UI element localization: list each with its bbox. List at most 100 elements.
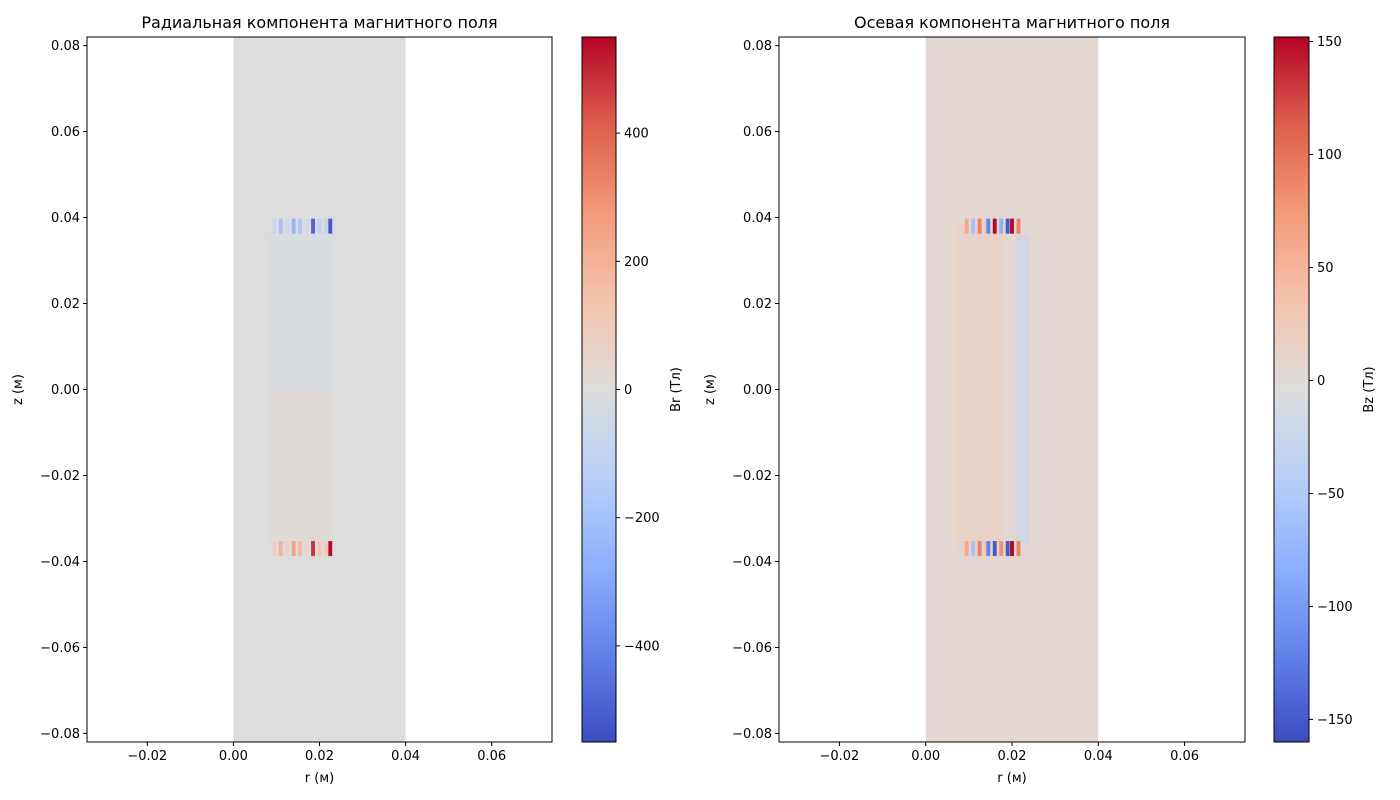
hotspot-cell — [999, 541, 1004, 557]
x-tick-label: −0.02 — [819, 749, 859, 764]
y-tick-label: 0.00 — [51, 383, 80, 398]
hotspot-cell — [278, 218, 283, 234]
hotspot-cell — [986, 541, 991, 557]
plot-area — [233, 37, 406, 742]
y-tick-label: −0.02 — [732, 469, 772, 484]
colorbar-tick-label: −400 — [624, 639, 660, 654]
colorbar-tick-label: −150 — [1317, 713, 1353, 728]
colorbar-tick-label: 100 — [1317, 148, 1342, 163]
y-tick-label: −0.04 — [732, 555, 772, 570]
colorbar-tick-label: −200 — [624, 511, 660, 526]
x-axis-label: r (м) — [997, 771, 1026, 786]
hotspot-cell — [971, 218, 976, 234]
y-tick-label: 0.08 — [743, 39, 772, 54]
hotspot-cell — [328, 541, 333, 557]
hotspot-cell — [304, 541, 309, 557]
x-tick-label: 0.02 — [998, 749, 1027, 764]
colorbar-tick-label: −50 — [1317, 487, 1344, 502]
y-tick-label: −0.08 — [732, 727, 772, 742]
colorbar-tick-label: 0 — [1317, 374, 1325, 389]
field-gradient — [267, 234, 333, 390]
colorbar-tick-label: 150 — [1317, 35, 1342, 50]
hotspot-cell — [964, 541, 969, 557]
hotspot-cell — [285, 218, 290, 234]
field-gradient — [955, 226, 1004, 553]
plot-area — [925, 37, 1099, 742]
hotspot-cell — [1005, 541, 1010, 557]
colorbar-tick-label: −100 — [1317, 600, 1353, 615]
y-tick-label: 0.06 — [743, 125, 772, 140]
hotspot-cell — [1016, 541, 1021, 557]
hotspot-cell — [311, 541, 315, 557]
hotspot-cell — [324, 541, 328, 557]
x-tick-label: 0.00 — [219, 749, 248, 764]
hotspot-cell — [298, 541, 303, 557]
hotspot-cell — [317, 541, 322, 557]
chart-panel-1: −0.02 0.00 0.02 0.04 0.06 −0.08 −0.06 −0.04 −0.0… — [11, 13, 684, 786]
hotspot-cell — [298, 218, 303, 234]
hotspot-cell — [311, 218, 315, 234]
x-tick-label: −0.02 — [127, 749, 167, 764]
y-tick-label: 0.00 — [743, 383, 772, 398]
field-gradient — [1016, 234, 1030, 545]
y-tick-label: 0.04 — [743, 211, 772, 226]
hotspot-cell — [992, 218, 997, 234]
x-tick-label: 0.06 — [1170, 749, 1199, 764]
x-tick-label: 0.04 — [1084, 749, 1113, 764]
y-tick-label: 0.02 — [743, 297, 772, 312]
y-axis-label: z (м) — [11, 374, 26, 405]
y-tick-label: −0.08 — [40, 727, 80, 742]
colorbar — [1273, 36, 1310, 743]
colorbar-label: Br (Тл) — [669, 367, 684, 412]
chart-panel-2: −0.02 0.00 0.02 0.04 0.06 −0.08 −0.06 −0.04 −0.0… — [703, 13, 1377, 786]
chart-title: Осевая компонента магнитного поля — [854, 13, 1170, 32]
hotspot-cell — [986, 218, 991, 234]
y-tick-label: 0.08 — [51, 39, 80, 54]
hotspot-cell — [992, 541, 997, 557]
y-tick-label: 0.06 — [51, 125, 80, 140]
hotspot-cell — [1016, 218, 1021, 234]
hotspot-cell — [984, 218, 989, 234]
field-region — [925, 37, 1099, 742]
y-tick-label: −0.02 — [40, 469, 80, 484]
hotspot-cell — [317, 218, 322, 234]
x-tick-label: 0.00 — [911, 749, 940, 764]
y-tick-label: −0.04 — [40, 555, 80, 570]
hotspot-cell — [328, 218, 333, 234]
hotspot-cell — [1010, 541, 1014, 557]
y-tick-label: −0.06 — [732, 641, 772, 656]
hotspot-cell — [291, 541, 296, 557]
hotspot-cell — [977, 218, 982, 234]
hotspot-cell — [1010, 218, 1014, 234]
colorbar-tick-label: 200 — [624, 255, 649, 270]
colorbar-tick-label: 50 — [1317, 261, 1334, 276]
hotspot-cell — [304, 218, 309, 234]
y-tick-label: 0.04 — [51, 211, 80, 226]
hotspot-cell — [285, 541, 290, 557]
x-tick-label: 0.06 — [477, 749, 506, 764]
field-gradient — [267, 389, 333, 545]
hotspot-cell — [999, 218, 1004, 234]
hotspot-cell — [324, 218, 328, 234]
hotspot-cell — [977, 541, 982, 557]
x-axis-label: r (м) — [305, 771, 334, 786]
hotspot-cell — [971, 541, 976, 557]
hotspot-cell — [272, 218, 277, 234]
y-tick-label: −0.06 — [40, 641, 80, 656]
colorbar-label: Bz (Тл) — [1362, 366, 1377, 412]
hotspot-cell — [984, 541, 989, 557]
x-tick-label: 0.02 — [305, 749, 334, 764]
hotspot-cell — [272, 541, 277, 557]
colorbar-tick-label: 400 — [624, 127, 649, 142]
hotspot-cell — [278, 541, 283, 557]
x-tick-label: 0.04 — [391, 749, 420, 764]
chart-title: Радиальная компонента магнитного поля — [141, 13, 497, 32]
hotspot-cell — [1005, 218, 1010, 234]
hotspot-cell — [964, 218, 969, 234]
hotspot-cell — [291, 218, 296, 234]
y-axis-label: z (м) — [703, 374, 718, 405]
y-tick-label: 0.02 — [51, 297, 80, 312]
colorbar-tick-label: 0 — [624, 383, 632, 398]
colorbar — [581, 36, 617, 743]
